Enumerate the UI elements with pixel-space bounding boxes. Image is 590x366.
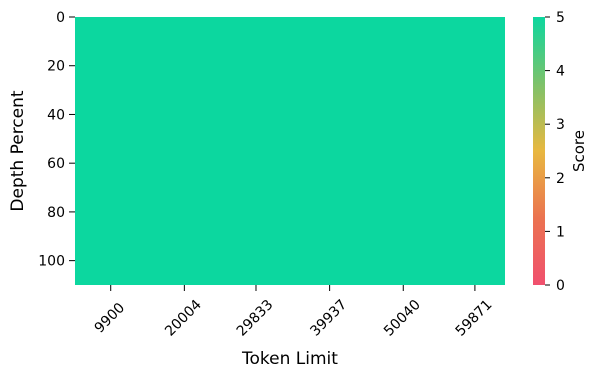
- colorbar-ticks: 0 1 2 3 4 5: [545, 10, 565, 294]
- heatmap-area: [75, 17, 505, 285]
- colorbar-tick-label: 2: [556, 171, 565, 187]
- x-tick-label: 59871: [453, 297, 496, 340]
- colorbar-label: Score: [570, 130, 588, 172]
- y-axis-label: Depth Percent: [8, 90, 28, 211]
- colorbar-tick-label: 5: [556, 10, 565, 26]
- y-tick-label: 20: [47, 59, 65, 75]
- colorbar-tick-label: 3: [556, 117, 565, 133]
- x-axis-ticks: 9900 20004 29833 39937 50040 59871: [92, 285, 496, 340]
- colorbar-tick-label: 1: [556, 224, 565, 240]
- x-tick-label: 20004: [162, 297, 205, 340]
- x-tick-label: 50040: [381, 297, 424, 340]
- y-tick-label: 40: [47, 107, 65, 123]
- y-axis-ticks: 0 20 40 60 80 100: [38, 10, 75, 270]
- x-tick-label: 29833: [234, 297, 277, 340]
- y-tick-label: 60: [47, 156, 65, 172]
- colorbar-tick-label: 4: [556, 64, 565, 80]
- y-tick-label: 80: [47, 205, 65, 221]
- y-tick-label: 0: [56, 10, 65, 26]
- x-axis-label: Token Limit: [241, 349, 338, 366]
- x-tick-label: 39937: [307, 297, 350, 340]
- colorbar: [533, 17, 545, 285]
- colorbar-tick-label: 0: [556, 278, 565, 294]
- x-tick-label: 9900: [92, 300, 129, 337]
- y-tick-label: 100: [38, 254, 65, 270]
